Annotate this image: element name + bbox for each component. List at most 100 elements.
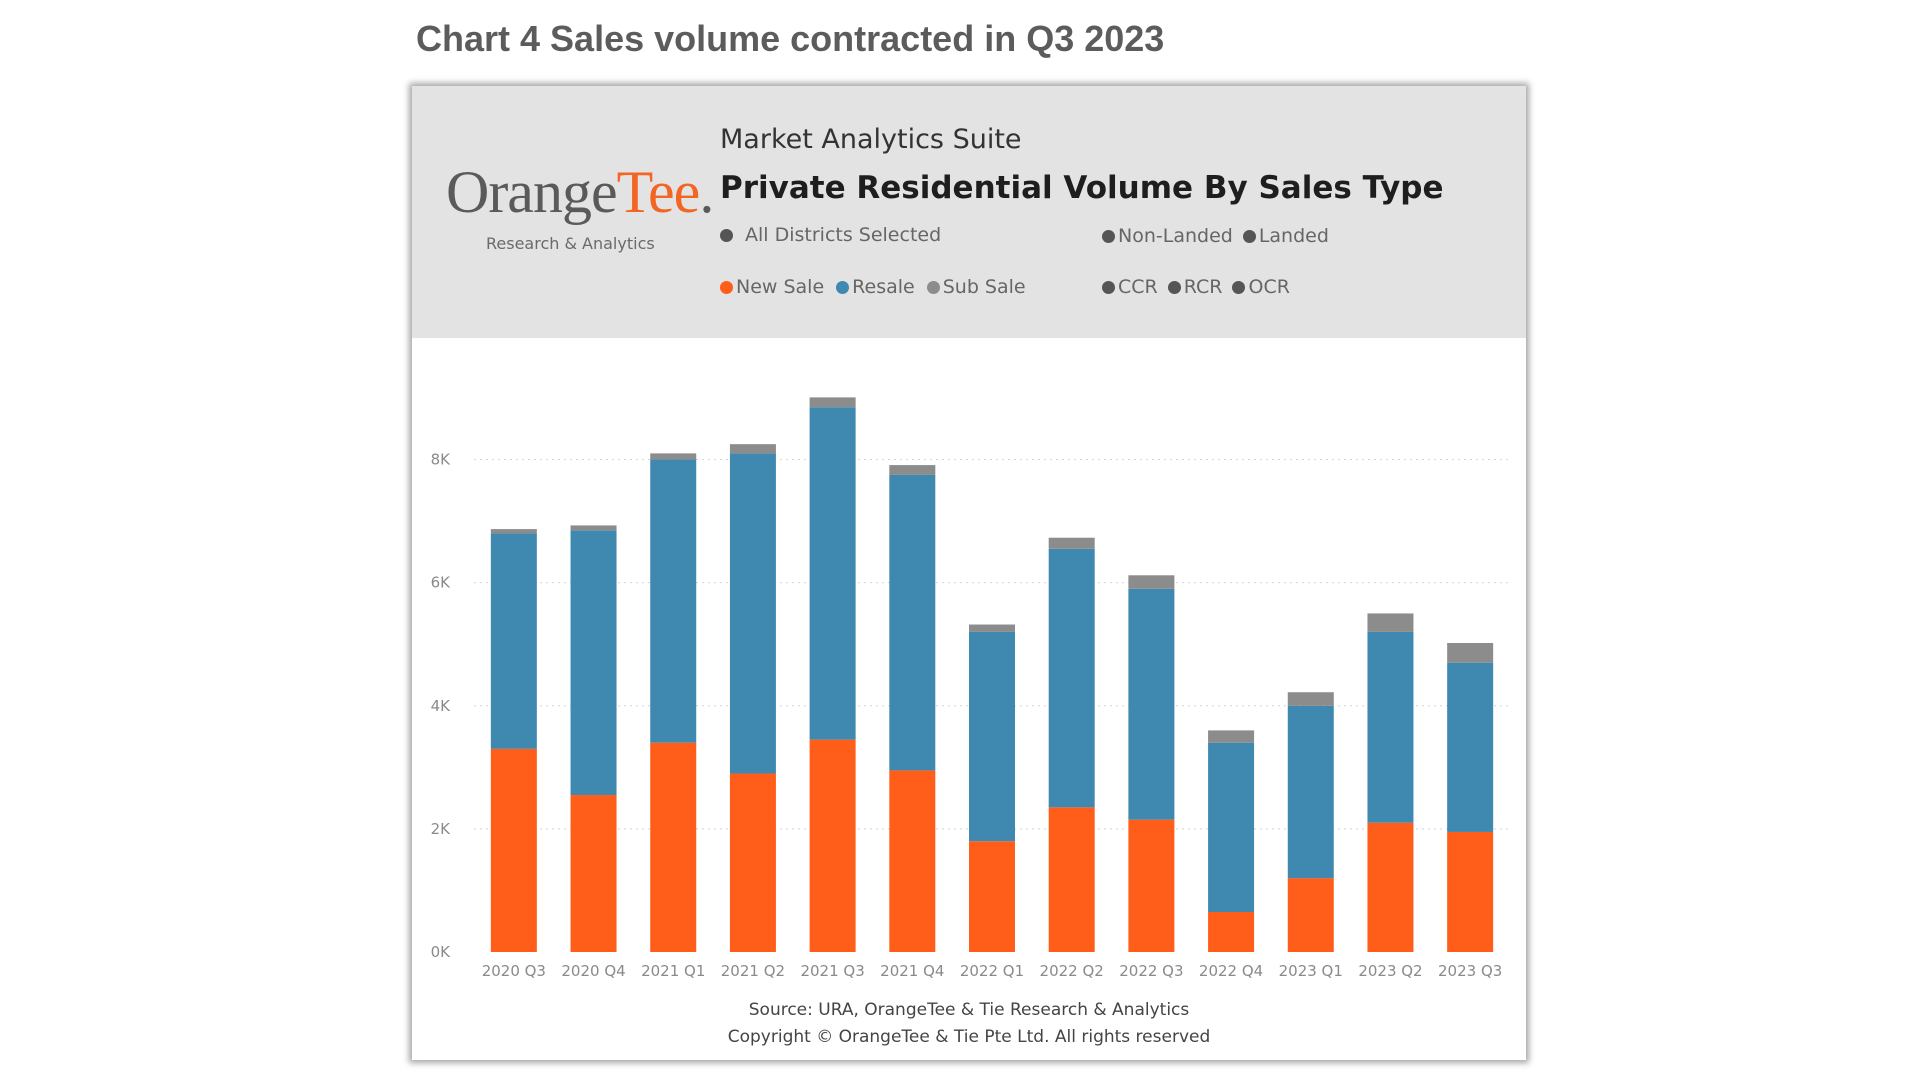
bar-segment[interactable] — [1447, 831, 1494, 952]
x-tick-label: 2021 Q3 — [800, 962, 864, 980]
bar-segment[interactable] — [650, 453, 697, 460]
y-tick-label: 2K — [431, 820, 452, 838]
bar-segment[interactable] — [809, 397, 856, 408]
filter-label-ccr: CCR — [1118, 276, 1158, 298]
ccr-dot-icon — [1102, 280, 1115, 294]
x-tick-label: 2023 Q3 — [1438, 962, 1502, 980]
x-tick-label: 2022 Q4 — [1199, 962, 1263, 980]
bar-segment[interactable] — [1287, 705, 1334, 879]
bar-segment[interactable] — [889, 770, 936, 952]
region-filter: CCR RCR OCR — [1102, 276, 1302, 298]
filter-item-ocr[interactable]: OCR — [1232, 276, 1290, 298]
bar-segment[interactable] — [1287, 878, 1334, 952]
bar-segment[interactable] — [729, 773, 776, 952]
legend-label-resale: Resale — [852, 276, 915, 298]
sales-type-legend: New Sale Resale Sub Sale — [720, 276, 1038, 298]
bar-segment[interactable] — [969, 841, 1015, 952]
filter-item-rcr[interactable]: RCR — [1167, 276, 1223, 298]
stacked-bar-chart: 0K 2K 4K 6K 8K 2020 Q3 2020 Q4 2021 Q1 2021 Q2 20… — [431, 397, 1510, 980]
chart-title: Private Residential Volume By Sales Type — [720, 170, 1444, 206]
bar-segment[interactable] — [1048, 537, 1095, 549]
filter-dot-icon — [720, 228, 733, 242]
bar-segment[interactable] — [729, 453, 776, 774]
filter-all-districts[interactable]: All Districts Selected — [745, 224, 942, 246]
bar-segment[interactable] — [490, 529, 537, 534]
bar-segment[interactable] — [1128, 575, 1175, 589]
bar-segment[interactable] — [1048, 548, 1095, 808]
district-filter[interactable]: All Districts Selected — [720, 224, 941, 246]
legend-item-resale[interactable]: Resale — [836, 276, 915, 298]
filter-label-ocr: OCR — [1248, 276, 1290, 298]
non-landed-dot-icon — [1102, 229, 1115, 243]
x-tick-label: 2023 Q2 — [1358, 962, 1422, 980]
bar-segment[interactable] — [889, 465, 936, 475]
x-tick-label: 2020 Q3 — [482, 962, 546, 980]
bar-segment[interactable] — [969, 624, 1015, 632]
bar-segment[interactable] — [1367, 822, 1414, 952]
copyright-note: Copyright © OrangeTee & Tie Pte Ltd. All… — [727, 1027, 1211, 1047]
filter-label-non-landed: Non-Landed — [1118, 225, 1233, 247]
x-tick-label: 2021 Q1 — [641, 962, 705, 980]
rcr-dot-icon — [1167, 280, 1181, 294]
x-tick-label: 2022 Q1 — [960, 962, 1024, 980]
ocr-dot-icon — [1232, 280, 1246, 294]
logo-subtitle: Research & Analytics — [486, 234, 655, 253]
bar-segment[interactable] — [650, 742, 697, 952]
landed-dot-icon — [1242, 229, 1256, 243]
bar-segment[interactable] — [729, 444, 776, 454]
y-tick-label: 0K — [431, 943, 452, 961]
bar-segment[interactable] — [1208, 742, 1255, 912]
bar-segment[interactable] — [490, 748, 537, 952]
y-tick-label: 8K — [431, 451, 452, 469]
bar-segment[interactable] — [1048, 807, 1095, 952]
bar-segment[interactable] — [1128, 588, 1175, 820]
filter-item-non-landed[interactable]: Non-Landed — [1102, 225, 1233, 247]
orangetee-logo: OrangeTee. — [446, 158, 714, 227]
y-tick-label: 6K — [431, 574, 452, 592]
bar-segment[interactable] — [570, 525, 617, 531]
bar-segment[interactable] — [889, 474, 936, 771]
bar-segment[interactable] — [1447, 642, 1494, 663]
logo-text-main: Orange — [446, 159, 618, 225]
bar-segment[interactable] — [1128, 819, 1175, 952]
bar-segment[interactable] — [1208, 911, 1255, 952]
new-sale-dot-icon — [720, 280, 733, 294]
bar-segment[interactable] — [490, 533, 537, 749]
legend-item-new-sale[interactable]: New Sale — [720, 276, 824, 298]
x-tick-label: 2022 Q2 — [1040, 962, 1104, 980]
dashboard-card: OrangeTee. Research & Analytics Market A… — [412, 86, 1526, 1060]
card-header: OrangeTee. Research & Analytics Market A… — [412, 86, 1526, 338]
filter-item-ccr[interactable]: CCR — [1102, 276, 1158, 298]
logo-text-accent: Tee — [616, 159, 701, 225]
x-tick-label: 2022 Q3 — [1119, 962, 1183, 980]
x-tick-label: 2021 Q4 — [880, 962, 944, 980]
x-tick-label: 2020 Q4 — [561, 962, 625, 980]
bar-segment[interactable] — [650, 459, 697, 743]
bar-segment[interactable] — [570, 530, 617, 796]
y-tick-label: 4K — [431, 697, 452, 715]
suite-name: Market Analytics Suite — [720, 124, 1022, 155]
logo-dot: . — [699, 159, 714, 225]
filter-item-landed[interactable]: Landed — [1242, 225, 1329, 247]
bar-segment[interactable] — [1208, 730, 1255, 743]
bar-segment[interactable] — [1367, 613, 1414, 632]
bar-segment[interactable] — [809, 407, 856, 740]
filter-label-rcr: RCR — [1183, 276, 1223, 298]
bar-segment[interactable] — [809, 739, 856, 952]
resale-dot-icon — [836, 280, 850, 294]
page-title: Chart 4 Sales volume contracted in Q3 20… — [416, 18, 1165, 59]
bar-segment[interactable] — [1367, 631, 1414, 823]
x-tick-label: 2021 Q2 — [721, 962, 785, 980]
sub-sale-dot-icon — [926, 280, 940, 294]
legend-label-new-sale: New Sale — [736, 276, 825, 298]
property-type-filter: Non-Landed Landed — [1102, 225, 1341, 247]
bar-segment[interactable] — [1287, 692, 1334, 706]
filter-label-landed: Landed — [1258, 225, 1329, 247]
bar-segment[interactable] — [570, 795, 617, 952]
bar-segment[interactable] — [969, 631, 1015, 842]
legend-label-sub-sale: Sub Sale — [942, 276, 1026, 298]
x-tick-label: 2023 Q1 — [1279, 962, 1343, 980]
legend-item-sub-sale[interactable]: Sub Sale — [926, 276, 1026, 298]
bar-segment[interactable] — [1447, 662, 1494, 832]
